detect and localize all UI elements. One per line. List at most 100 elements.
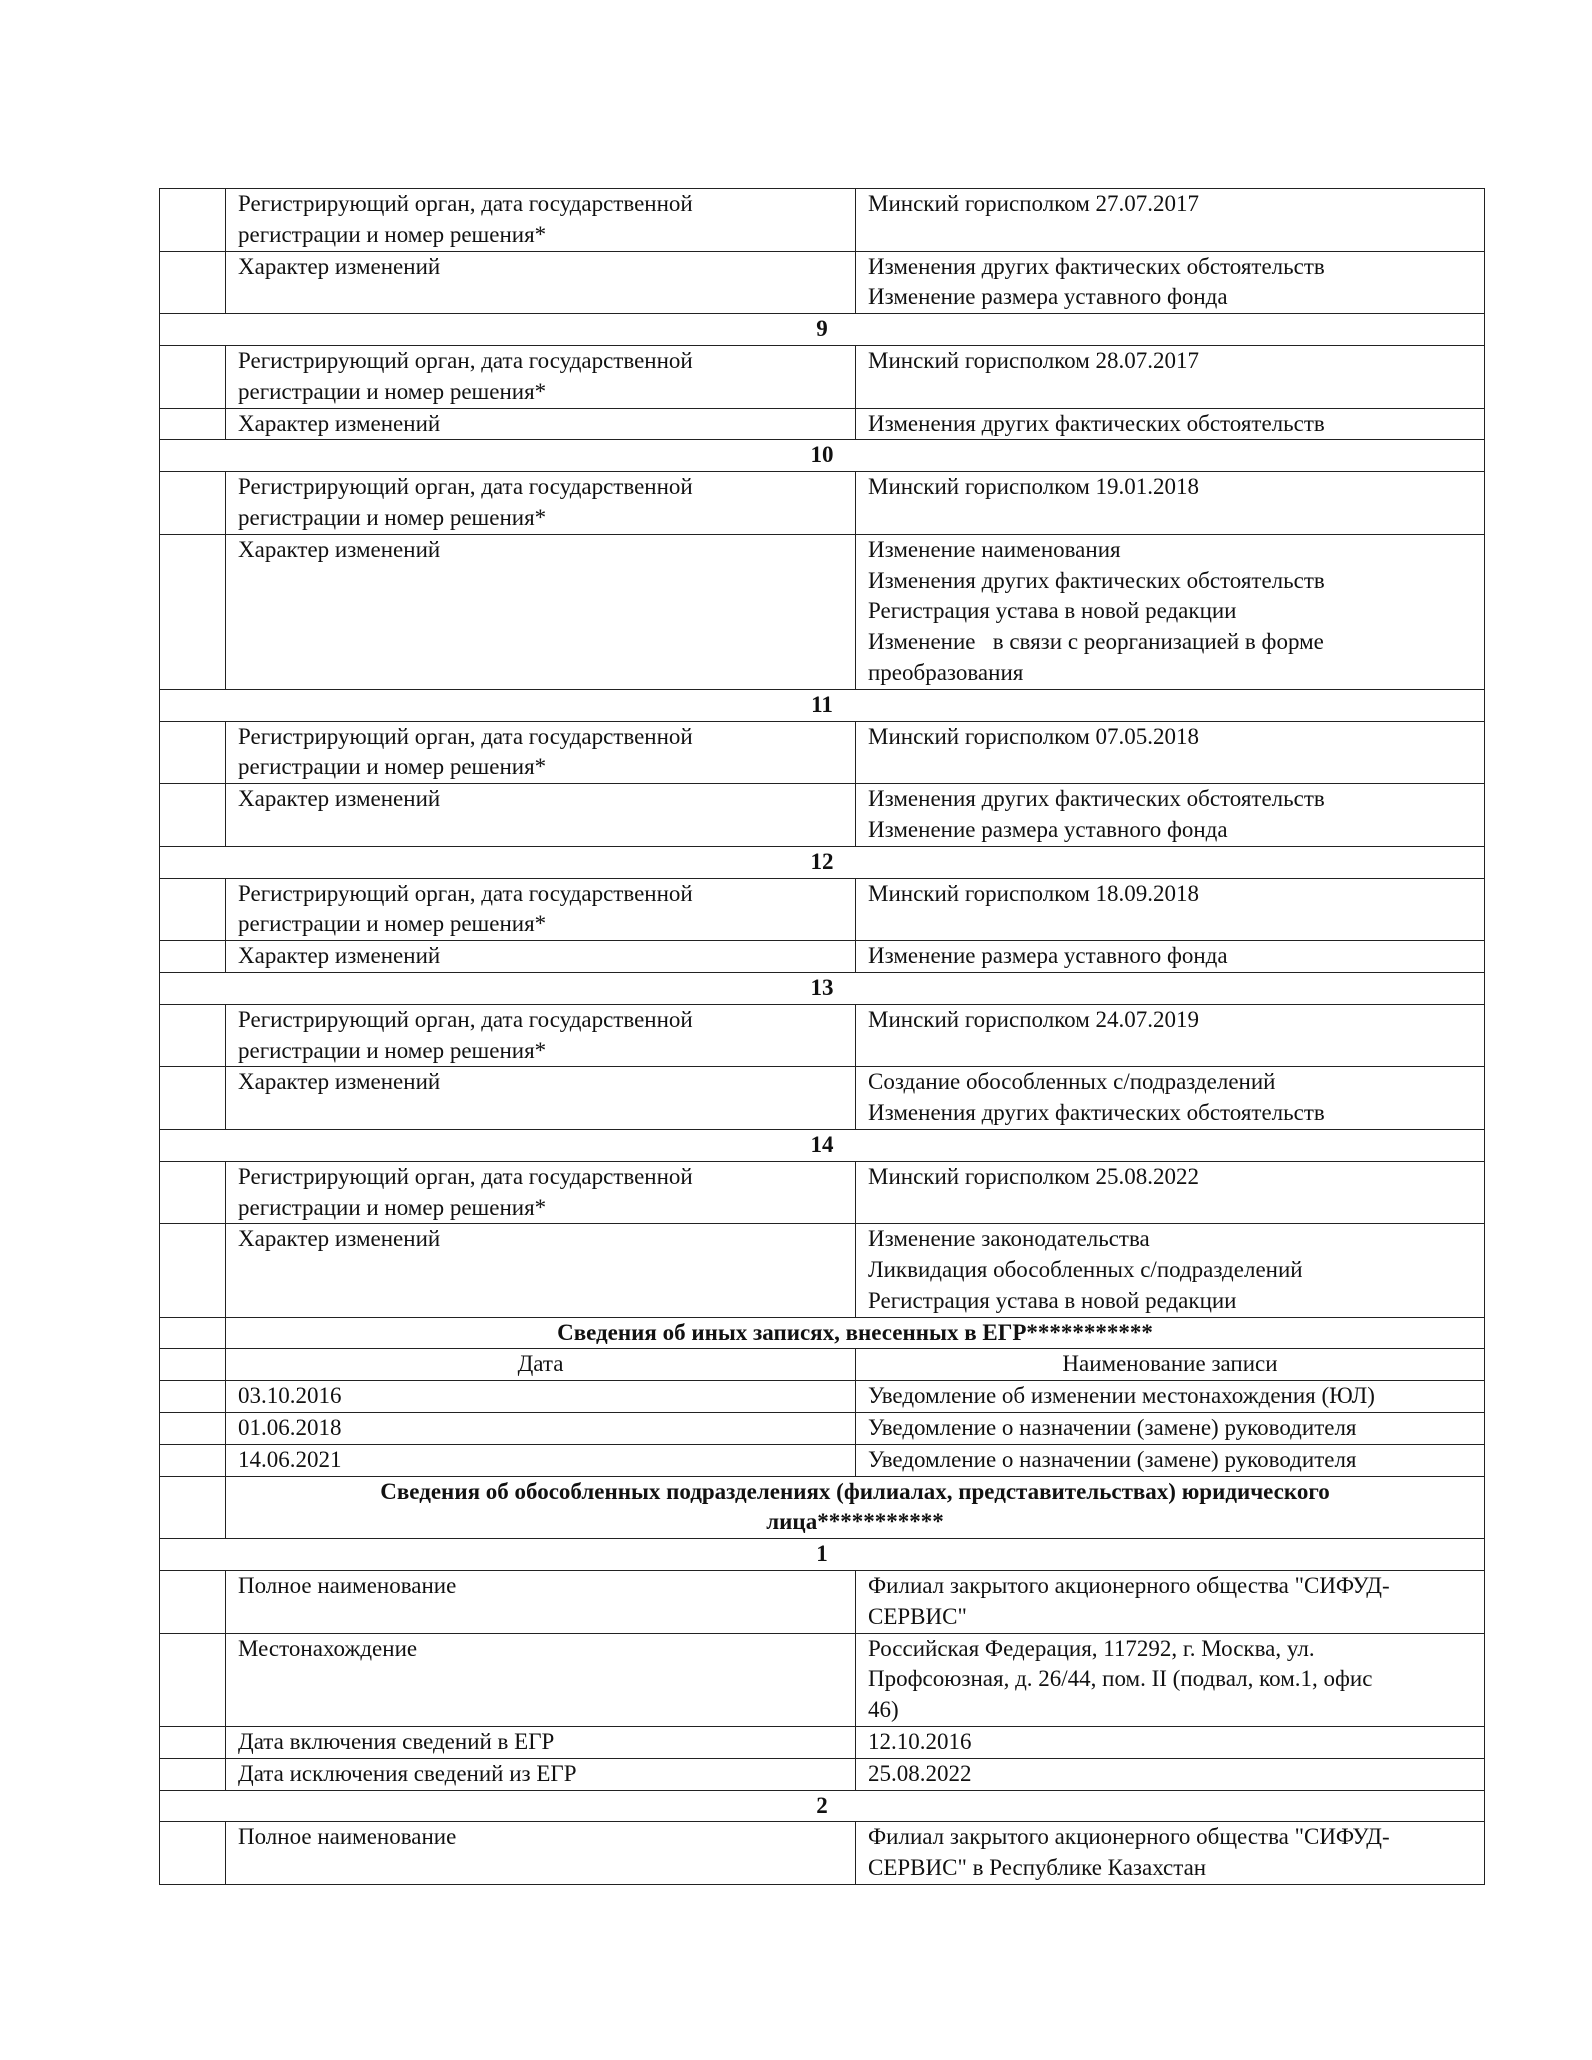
value-line: Филиал закрытого акционерного общества "… [868,1573,1390,1599]
field-label: Регистрирующий орган, дата государственн… [225,188,856,252]
index-cell [159,1726,226,1759]
field-label: Характер изменений [225,1223,856,1318]
field-label: Регистрирующий орган, дата государственн… [225,1003,856,1068]
label-line: Дата исключения сведений из ЕГР [238,1760,577,1786]
index-cell [159,407,226,441]
field-label: 14.06.2021 [225,1443,856,1477]
field-value: Изменение размера уставного фонда [855,940,1485,973]
label-line: регистрации и номер решения* [238,1037,547,1063]
value-line: Минский горисполком 25.08.2022 [868,1163,1200,1189]
index-cell [159,533,226,690]
label-line: Регистрирующий орган, дата государственн… [238,474,693,500]
record-number-row: 1 [159,1538,1485,1572]
label-line: Регистрирующий орган, дата государственн… [238,880,693,906]
field-value: Филиал закрытого акционерного общества "… [855,1821,1485,1886]
value-line: Минский горисполком 18.09.2018 [868,880,1200,906]
field-value: Минский горисполком 24.07.2019 [855,1003,1485,1068]
record-number: 14 [159,1128,1485,1162]
section-header-row: Сведения об обособленных подразделениях … [159,1475,1485,1540]
record-number-row: 14 [159,1128,1485,1162]
table-row: Регистрирующий орган, дата государственн… [159,188,1485,252]
table-row: Регистрирующий орган, дата государственн… [159,877,1485,942]
field-label: Дата включения сведений в ЕГР [225,1726,856,1759]
value-line: Изменения других фактических обстоятельс… [868,410,1325,436]
value-line: Изменение размера уставного фонда [868,943,1228,969]
record-number-row: 10 [159,439,1485,473]
field-value: Минский горисполком 19.01.2018 [855,471,1485,535]
label-line: Регистрирующий орган, дата государственн… [238,191,693,216]
section-title: Сведения об иных записях, внесенных в ЕГ… [225,1316,1485,1350]
index-cell [159,877,226,942]
label-line: регистрации и номер решения* [238,911,547,937]
table-row: Характер изменений Создание обособленных … [159,1066,1485,1130]
label-line: регистрации и номер решения* [238,754,547,780]
field-label: Характер изменений [225,407,856,441]
value-line: СЕРВИС" в Республике Казахстан [868,1855,1207,1881]
field-label: Местонахождение [225,1632,856,1728]
table-row: Характер изменений Изменение законодатель… [159,1223,1485,1318]
record-number: 10 [159,439,1485,473]
field-value: Изменение наименования Изменения других ф… [855,533,1485,690]
value-line: Ликвидация обособленных с/подразделений [868,1257,1303,1283]
label-line: Характер изменений [238,410,441,436]
table-row: 03.10.2016 Уведомление об изменении место… [159,1380,1485,1414]
record-number-row: 9 [159,313,1485,346]
value-line: Изменение размера уставного фонда [868,284,1228,310]
label-line: регистрации и номер решения* [238,1194,547,1220]
record-number: 1 [159,1538,1485,1572]
index-cell [159,1443,226,1477]
value-line: Изменения других фактических обстоятельс… [868,1100,1325,1126]
index-cell [159,250,226,315]
value-line: Изменения других фактических обстоятельс… [868,253,1325,279]
label-line: Полное наименование [238,1824,457,1850]
value-line: Наименование записи [1062,1351,1278,1377]
field-value: 12.10.2016 [855,1726,1485,1759]
label-line: Регистрирующий орган, дата государственн… [238,1006,693,1032]
value-line: Уведомление о назначении (замене) руково… [868,1446,1357,1472]
table-row: Регистрирующий орган, дата государственн… [159,1003,1485,1068]
label-line: Характер изменений [238,786,441,812]
value-line: Регистрация устава в новой редакции [868,598,1237,624]
table-row: Регистрирующий орган, дата государственн… [159,471,1485,535]
field-value: Уведомление о назначении (замене) руково… [855,1412,1485,1445]
index-cell [159,1412,226,1445]
table-row: Регистрирующий орган, дата государственн… [159,1160,1485,1225]
label-line: Характер изменений [238,1226,441,1252]
index-cell [159,471,226,535]
label-line: 01.06.2018 [238,1415,342,1441]
index-cell [159,1475,226,1540]
index-cell [159,1066,226,1130]
value-line: Минский горисполком 07.05.2018 [868,723,1200,749]
index-cell [159,1380,226,1414]
value-line: Профсоюзная, д. 26/44, пом. II (подвал, … [868,1666,1373,1692]
field-value: Создание обособленных с/подразделений Изм… [855,1066,1485,1130]
index-cell [159,1160,226,1225]
value-line: Изменение законодательства [868,1226,1150,1252]
table-row: Характер изменений Изменения других факти… [159,783,1485,847]
label-line: Дата включения сведений в ЕГР [238,1729,555,1755]
label-line: Характер изменений [238,536,441,562]
value-line: Минский горисполком 24.07.2019 [868,1006,1200,1032]
value-line: 12.10.2016 [868,1729,972,1755]
record-number-row: 12 [159,845,1485,879]
field-value: Изменения других фактических обстоятельс… [855,407,1485,441]
section-title: Сведения об обособленных подразделениях … [225,1475,1485,1540]
field-label: Регистрирующий орган, дата государственн… [225,471,856,535]
index-cell [159,344,226,409]
value-line: Минский горисполком 27.07.2017 [868,191,1200,216]
field-value: Изменение законодательства Ликвидация обо… [855,1223,1485,1318]
index-cell [159,1223,226,1318]
record-number-row: 2 [159,1789,1485,1823]
label-line: Дата [517,1351,564,1377]
record-number: 11 [159,688,1485,722]
table-row: Полное наименование Филиал закрытого акци… [159,1570,1485,1634]
table-row: Местонахождение Российская Федерация, 117… [159,1632,1485,1728]
record-number-row: 13 [159,971,1485,1005]
record-number: 2 [159,1789,1485,1823]
index-cell [159,1757,226,1791]
value-line: преобразования [868,659,1024,685]
value-line: Изменения других фактических обстоятельс… [868,567,1325,593]
field-value: Изменения других фактических обстоятельс… [855,250,1485,315]
value-line: Изменения других фактических обстоятельс… [868,786,1325,812]
field-value: Минский горисполком 25.08.2022 [855,1160,1485,1225]
